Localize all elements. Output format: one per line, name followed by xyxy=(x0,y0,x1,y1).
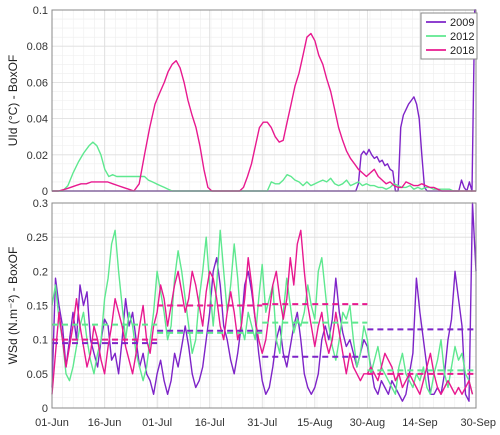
bottom-plot-frame xyxy=(51,202,477,409)
y-tick-label: 0.25 xyxy=(27,232,48,244)
top-grid xyxy=(52,10,476,191)
x-tick-label: 30-Aug xyxy=(350,417,385,429)
top-panel: 0 0.02 0.04 0.06 0.08 0.1 UId (°C) - BoxOF 20… xyxy=(6,5,478,198)
series-line-2018 xyxy=(52,32,476,192)
legend-label-2012: 2012 xyxy=(450,31,474,43)
bottom-mean-lines xyxy=(52,303,476,375)
x-tick-label: 15-Aug xyxy=(297,417,332,429)
legend: 2009 2012 2018 xyxy=(420,12,478,60)
y-tick-label: 0.06 xyxy=(27,77,48,89)
bottom-panel: 00.050.10.150.20.250.3 01-Jun 16-Jun 01-Ju… xyxy=(6,198,496,429)
y-tick-label: 0.15 xyxy=(27,301,48,313)
bottom-x-tick-labels: 01-Jun 16-Jun 01-Jul 16-Jul 31-Jul 15-Aug 30-A… xyxy=(35,417,496,429)
y-tick-label: 0.3 xyxy=(33,198,48,210)
series-line-2012 xyxy=(51,229,474,395)
x-tick-label: 16-Jul xyxy=(195,417,225,429)
y-tick-label: 0.1 xyxy=(33,335,48,347)
bottom-series xyxy=(51,202,477,402)
x-tick-label: 01-Jul xyxy=(142,417,172,429)
x-tick-label: 14-Sep xyxy=(402,417,437,429)
y-tick-label: 0 xyxy=(42,403,48,415)
top-y-tick-labels: 0 0.02 0.04 0.06 0.08 0.1 xyxy=(27,5,48,198)
x-tick-label: 01-Jun xyxy=(35,417,69,429)
y-tick-label: 0.04 xyxy=(27,114,48,126)
y-tick-label: 0.08 xyxy=(27,41,48,53)
y-tick-label: 0.1 xyxy=(33,5,48,17)
series-line-2012 xyxy=(52,141,476,192)
top-y-axis-label: UId (°C) - BoxOF xyxy=(6,55,20,146)
x-tick-label: 16-Jun xyxy=(88,417,122,429)
y-tick-label: 0.05 xyxy=(27,369,48,381)
y-tick-label: 0.02 xyxy=(27,150,48,162)
y-tick-label: 0.2 xyxy=(33,266,48,278)
x-tick-label: 31-Jul xyxy=(247,417,277,429)
legend-label-2018: 2018 xyxy=(450,45,474,57)
top-plot-frame xyxy=(51,9,477,192)
x-tick-label: 30-Sep xyxy=(461,417,496,429)
bottom-y-tick-labels: 0 0.05 0.1 0.15 0.2 0.25 0.3 xyxy=(27,198,48,415)
y-tick-label: 0 xyxy=(42,186,48,198)
legend-label-2009: 2009 xyxy=(450,17,474,29)
series-line-2018 xyxy=(51,229,474,395)
bottom-y-axis-label: WSd (N.m⁻²) - BoxOF xyxy=(6,247,20,365)
